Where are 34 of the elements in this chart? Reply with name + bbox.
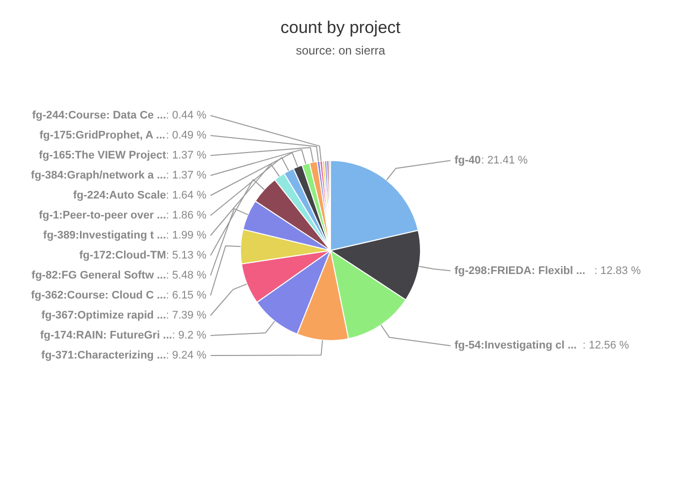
chart-title: count by project <box>280 18 401 37</box>
data-label: : 1.99 % <box>166 230 207 242</box>
data-label: : 12.56 % <box>582 340 630 352</box>
data-label: : 5.48 % <box>166 270 207 282</box>
slice-label: fg-54:Investigating cl ... <box>454 340 577 352</box>
slice-label: fg-174:RAIN: FutureGri ... <box>40 330 172 342</box>
slice-label: fg-165:The VIEW Project <box>38 150 166 162</box>
data-label: : 7.39 % <box>166 310 207 322</box>
slice-label: fg-371:Characterizing ... <box>41 350 166 362</box>
slice-label: fg-175:GridProphet, A ... <box>39 130 166 142</box>
slice-label: fg-1:Peer-to-peer over ... <box>38 210 166 222</box>
data-label: : 5.13 % <box>166 250 207 262</box>
slice-label: fg-298:FRIEDA: Flexibl ... <box>454 264 586 277</box>
slice-label: fg-40 <box>454 154 481 167</box>
slice-label: fg-389:Investigating t ... <box>43 230 166 242</box>
slice-label: fg-362:Course: Cloud C ... <box>30 290 166 302</box>
data-label: : 1.86 % <box>166 210 207 222</box>
data-label: : 0.44 % <box>166 110 207 122</box>
slice-label: fg-172:Cloud-TM <box>79 250 166 262</box>
data-label: : 9.2 % <box>172 330 207 342</box>
data-label: : 21.41 % <box>481 154 528 167</box>
data-label: : 12.83 % <box>594 264 641 277</box>
slice-label: fg-384:Graph/network a ... <box>30 170 166 182</box>
data-label: : 6.15 % <box>166 290 207 302</box>
slice-label: fg-244:Course: Data Ce ... <box>32 110 166 122</box>
data-label: : 1.37 % <box>166 150 207 162</box>
slice-label: fg-367:Optimize rapid ... <box>41 310 166 322</box>
slice-label: fg-224:Auto Scale <box>73 190 166 202</box>
data-label: : 9.24 % <box>166 350 207 362</box>
data-label: : 0.49 % <box>166 130 207 142</box>
data-label: : 1.37 % <box>166 170 207 182</box>
data-label: : 1.64 % <box>166 190 207 202</box>
slice-label: fg-82:FG General Softw ... <box>32 270 166 282</box>
chart-subtitle: source: on sierra <box>296 44 386 58</box>
